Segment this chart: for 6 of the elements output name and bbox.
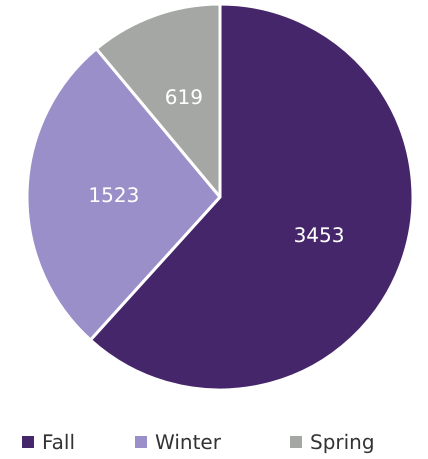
data-label: 619 bbox=[164, 85, 203, 110]
legend-label: Winter bbox=[155, 430, 222, 454]
legend-label: Fall bbox=[42, 430, 76, 454]
data-label: 3453 bbox=[294, 223, 344, 248]
legend-label: Spring bbox=[310, 430, 375, 454]
data-label: 1523 bbox=[88, 182, 140, 207]
